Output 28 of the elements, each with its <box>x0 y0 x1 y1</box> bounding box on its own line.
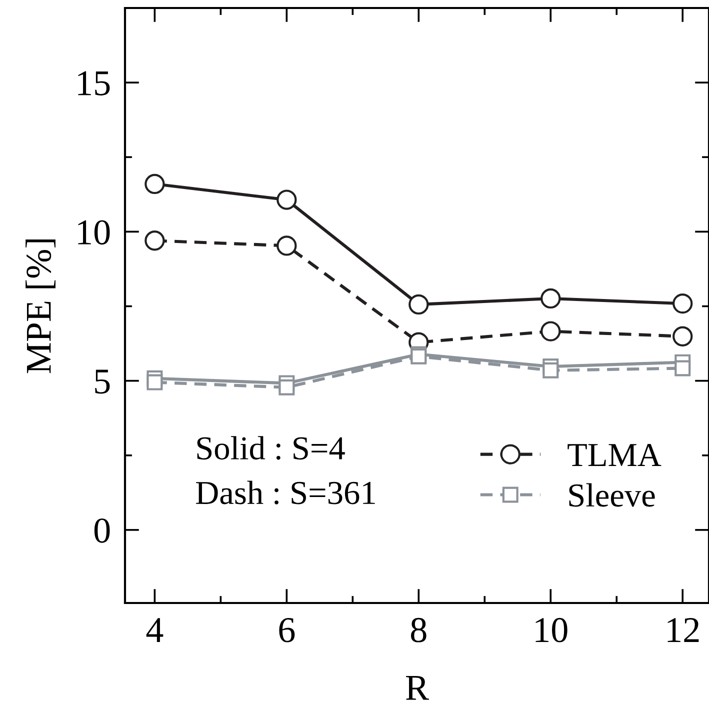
x-axis-title: R <box>406 676 429 700</box>
x-tick-label: 8 <box>411 618 426 642</box>
x-tick-label: 12 <box>668 618 699 642</box>
x-tick-label: 10 <box>536 618 568 642</box>
point <box>144 174 165 194</box>
point <box>540 288 561 309</box>
x-tick-label: 4 <box>146 618 164 642</box>
point <box>146 374 163 390</box>
point <box>542 362 559 378</box>
point <box>276 236 297 256</box>
point <box>672 293 693 314</box>
point <box>276 190 297 210</box>
y-tick-label: 5 <box>95 370 110 394</box>
point <box>540 321 561 342</box>
annotation: Dash : S=361 <box>196 480 375 504</box>
legend-label: Sleeve <box>569 483 655 507</box>
annotation: Solid : S=4 <box>197 436 345 460</box>
y-tick-label: 10 <box>78 220 110 245</box>
y-axis-title: MPE [%] <box>26 239 56 374</box>
point <box>278 379 295 396</box>
legend-label: TLMA <box>568 444 662 466</box>
point <box>144 230 165 251</box>
y-tick-label: 15 <box>78 71 110 96</box>
y-tick-label: 0 <box>94 518 110 543</box>
point <box>672 326 693 346</box>
point <box>408 294 429 315</box>
x-tick-label: 6 <box>279 618 295 642</box>
point <box>674 360 691 376</box>
